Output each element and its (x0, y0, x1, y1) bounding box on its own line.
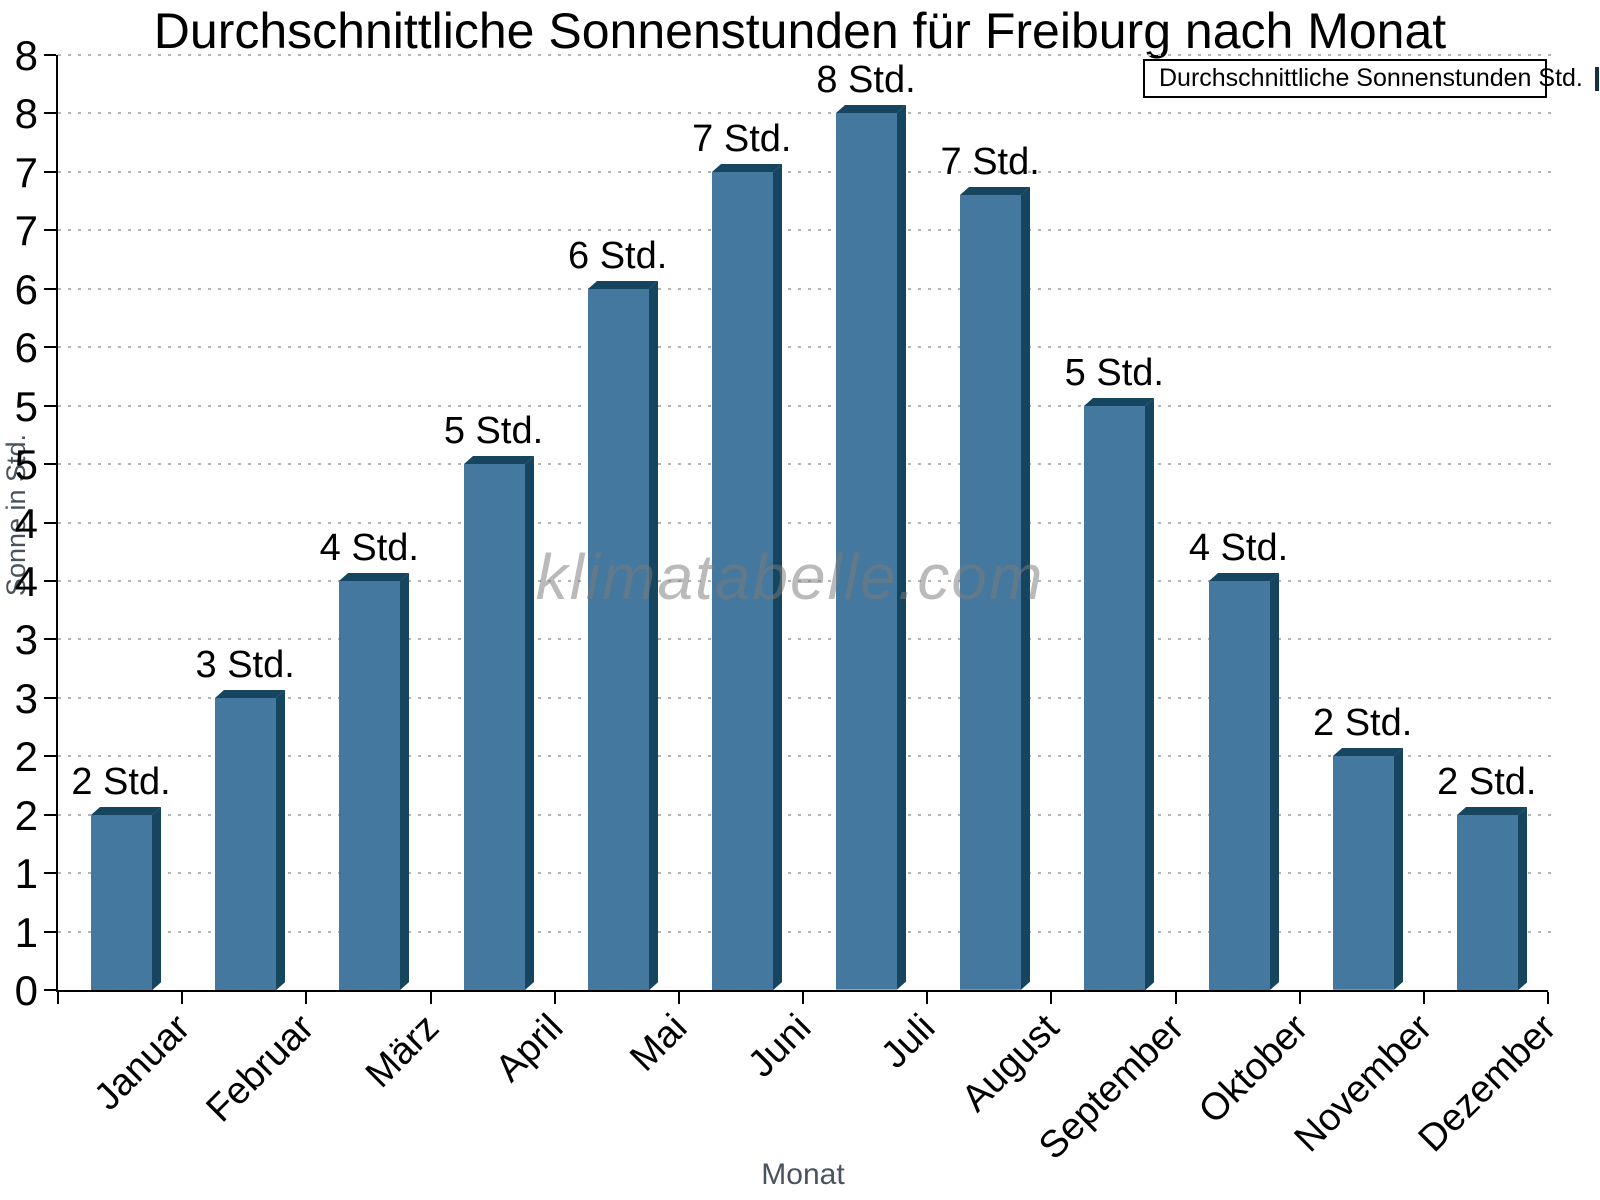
y-tick-label: 8 (14, 32, 38, 79)
bar-value-label: 7 Std. (692, 117, 792, 160)
y-tick (44, 930, 56, 933)
y-tick (44, 696, 56, 699)
y-tick (44, 346, 56, 349)
bar-juni (711, 163, 782, 990)
y-tick-label: 2 (14, 733, 38, 781)
bar-oktober (1208, 572, 1279, 990)
x-tick (1050, 992, 1053, 1004)
legend-swatch-icon (1594, 66, 1599, 91)
x-tick (57, 992, 59, 1004)
y-tick (44, 813, 56, 816)
y-tick-label: 4 (14, 499, 38, 547)
y-tick-label: 2 (14, 791, 38, 839)
y-tick-label: 1 (14, 850, 38, 898)
y-tick-label: 5 (14, 382, 38, 430)
gridline (58, 813, 1552, 816)
gridline (58, 638, 1552, 641)
bar-value-label: 2 Std. (71, 760, 171, 803)
bar-value-label: 4 Std. (1188, 526, 1289, 569)
legend: Durchschnittliche Sonnenstunden Std. (1143, 59, 1599, 98)
y-tick-label: 3 (14, 616, 38, 664)
y-tick-label: 6 (14, 265, 38, 313)
gridline (58, 930, 1552, 933)
gridline (58, 696, 1552, 699)
y-tick-label: 7 (14, 148, 38, 196)
bar-april (463, 456, 534, 990)
legend-label: Durchschnittliche Sonnenstunden Std. (1159, 64, 1583, 92)
y-tick (44, 287, 56, 290)
bar-dezember (1456, 806, 1527, 990)
y-tick (44, 579, 56, 582)
y-tick (44, 404, 56, 407)
gridline (58, 404, 1552, 407)
x-tick (802, 992, 804, 1004)
chart-title: Durchschnittliche Sonnenstunden für Frei… (153, 3, 1447, 59)
x-axis-title: Monat (761, 1158, 845, 1191)
bar-januar (91, 806, 161, 990)
bar-märz (339, 572, 410, 990)
x-tick (677, 992, 680, 1004)
gridline (58, 463, 1552, 466)
x-tick (429, 992, 432, 1004)
bar-september (1084, 397, 1155, 990)
bar-value-label: 4 Std. (319, 526, 419, 569)
x-tick (1422, 992, 1425, 1004)
y-tick (44, 229, 56, 232)
gridline (58, 755, 1552, 758)
y-tick-label: 5 (14, 441, 38, 489)
y-tick (44, 463, 56, 466)
y-tick (44, 170, 56, 173)
y-tick-label: 3 (14, 674, 38, 722)
y-tick (44, 54, 56, 56)
gridline (58, 346, 1552, 349)
gridline (58, 170, 1552, 173)
x-tick (553, 992, 556, 1004)
bar-value-label: 2 Std. (1313, 702, 1413, 745)
y-tick-label: 1 (14, 908, 38, 956)
bar-value-label: 5 Std. (443, 410, 544, 453)
bar-juli (836, 105, 906, 990)
x-tick (1174, 992, 1177, 1004)
bar-value-label: 7 Std. (940, 141, 1040, 184)
y-tick-label: 7 (14, 207, 38, 255)
gridline (58, 287, 1552, 290)
gridline (58, 112, 1552, 115)
y-tick (44, 521, 56, 524)
gridline (58, 229, 1552, 232)
x-tick (305, 992, 308, 1004)
y-tick-label: 8 (14, 90, 38, 138)
bar-value-label: 8 Std. (816, 59, 916, 102)
y-tick (44, 872, 56, 875)
bar-value-label: 6 Std. (568, 234, 668, 277)
gridline (58, 579, 1552, 582)
x-tick (181, 992, 184, 1004)
y-tick (44, 638, 56, 641)
plot-area (56, 55, 1548, 992)
y-tick-label: 6 (14, 324, 38, 372)
y-tick-label: 0 (14, 967, 38, 1014)
y-tick (44, 112, 56, 115)
bar-november (1332, 748, 1403, 990)
bar-value-label: 3 Std. (195, 643, 295, 686)
y-tick (44, 755, 56, 758)
bar-februar (215, 689, 286, 990)
gridline (58, 521, 1552, 524)
y-tick-label: 4 (14, 557, 38, 605)
x-tick (1298, 992, 1301, 1004)
gridline (58, 54, 1552, 56)
bar-mai (587, 280, 658, 990)
gridline (58, 872, 1552, 875)
x-tick (1547, 992, 1549, 1004)
y-tick (44, 989, 56, 991)
bar-value-label: 5 Std. (1064, 351, 1164, 394)
x-tick (926, 992, 929, 1004)
bar-august (960, 187, 1031, 990)
bar-value-label: 2 Std. (1437, 760, 1537, 803)
